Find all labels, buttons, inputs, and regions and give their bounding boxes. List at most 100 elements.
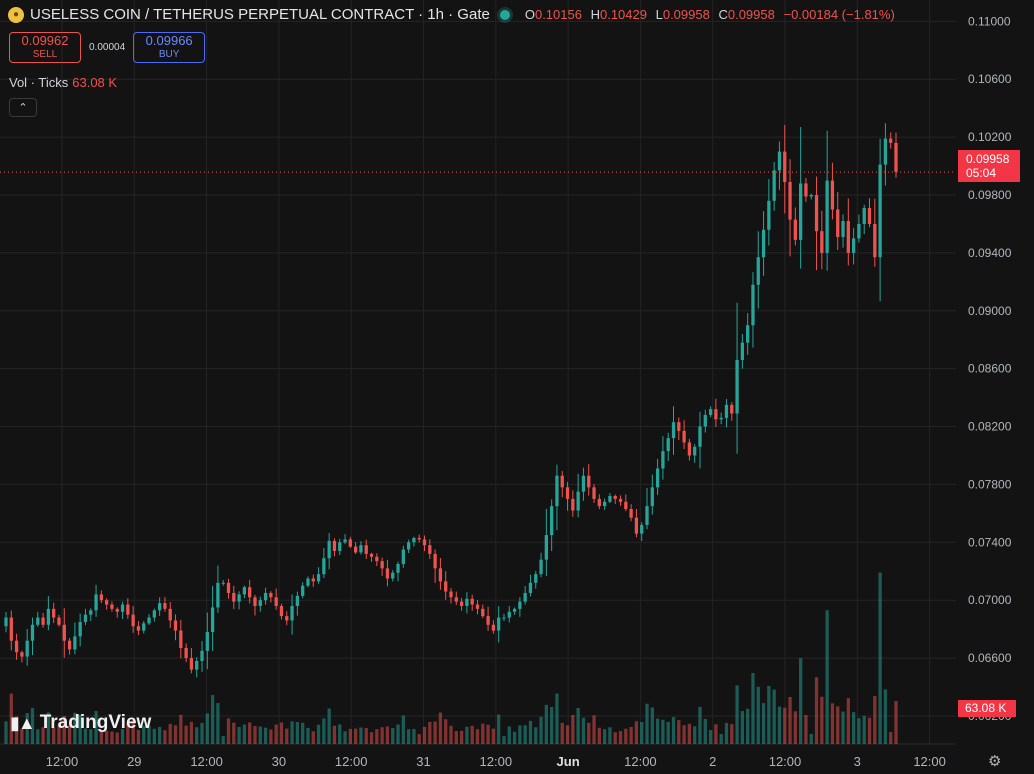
volume-bar [99, 730, 103, 744]
candle-body [30, 624, 35, 641]
volume-bar [401, 715, 405, 744]
candle-body [338, 542, 342, 551]
volume-bar [602, 729, 607, 744]
volume-bar [301, 722, 305, 744]
last-price: 0.09958 [966, 152, 1010, 166]
candle-body [444, 581, 448, 592]
volume-bar [46, 712, 51, 744]
time-axis-label: 12:00 [335, 754, 368, 769]
sell-button[interactable]: 0.09962 SELL [9, 32, 81, 63]
candle-body [120, 604, 125, 612]
volume-bar [481, 723, 485, 744]
volume-bar [359, 727, 363, 744]
candle-body [851, 238, 856, 253]
volume-bar [799, 658, 803, 744]
volume-bar [105, 731, 109, 744]
volume-bar [248, 722, 252, 744]
candle-body [200, 650, 204, 661]
volume-bar [497, 714, 501, 744]
price-axis-label: 0.07000 [968, 593, 1012, 607]
volume-bar [327, 708, 331, 744]
candle-body [221, 582, 225, 584]
volume-bar [857, 718, 861, 744]
candle-body [534, 574, 538, 583]
price-axis-label: 0.06600 [968, 651, 1012, 665]
candle-body [645, 506, 649, 525]
time-axis-label: 30 [272, 754, 286, 769]
candle-body [438, 568, 443, 582]
candle-body [565, 487, 570, 499]
candle-body [693, 446, 697, 456]
volume-bar [719, 734, 723, 744]
volume-bar [724, 722, 729, 744]
volume-bar [269, 729, 273, 744]
candle-body [687, 442, 692, 456]
volume-bar [396, 724, 400, 744]
time-axis-label: 29 [127, 754, 141, 769]
candle-body [650, 487, 654, 507]
candle-body [258, 600, 262, 606]
candle-body [459, 601, 464, 606]
candle-body [518, 601, 522, 609]
candle-body [52, 608, 56, 618]
candle-body [502, 617, 506, 619]
candle-body [36, 617, 40, 625]
volume-bar [767, 685, 771, 744]
symbol-title[interactable]: USELESS COIN / TETHERUS PERPETUAL CONTRA… [30, 6, 490, 23]
volume-bar [195, 727, 199, 744]
candle-body [168, 608, 172, 621]
candle-body [629, 509, 633, 518]
volume-bar [830, 703, 835, 744]
candle-body [406, 542, 411, 550]
volume-bar [889, 732, 893, 744]
candle-body [248, 587, 252, 598]
time-axis-label: 12:00 [480, 754, 513, 769]
volume-bar [433, 721, 437, 744]
buy-button[interactable]: 0.09966 BUY [133, 32, 206, 63]
volume-bar [883, 689, 888, 744]
candle-body [110, 604, 114, 609]
candle-body [841, 221, 845, 237]
chevron-up-icon[interactable]: ⌃ [9, 98, 37, 117]
volume-bar [136, 729, 141, 744]
volume-bar [210, 694, 215, 744]
volume-legend[interactable]: Vol · Ticks 63.08 K [9, 75, 117, 90]
volume-bar [560, 722, 564, 744]
chart-header: ● USELESS COIN / TETHERUS PERPETUAL CONT… [8, 6, 895, 23]
price-axis-label: 0.10200 [968, 130, 1012, 144]
candle-body [301, 585, 305, 596]
candle-body [242, 587, 247, 595]
volume-bar [666, 721, 670, 744]
volume-bar [788, 696, 792, 744]
candle-body [454, 597, 458, 602]
volume-bar [894, 701, 898, 744]
volume-bar [581, 717, 586, 744]
tradingview-logo[interactable]: ▮▲ TradingView [10, 712, 151, 734]
volume-bar [687, 723, 692, 744]
candle-body [226, 582, 231, 593]
candle-body [735, 359, 739, 414]
volume-bar [226, 718, 231, 744]
volume-bar [184, 725, 188, 744]
candle-body [544, 535, 548, 560]
candle-body [210, 607, 215, 633]
candle-body [147, 617, 151, 624]
candle-body [486, 616, 490, 625]
ohlc-readout: O0.10156 H0.10429 L0.09958 C0.09958 −0.0… [520, 7, 895, 22]
volume-bar [846, 698, 850, 744]
ohlc-high-value: 0.10429 [599, 7, 647, 22]
time-axis-label: 12:00 [913, 754, 946, 769]
volume-label: Vol · Ticks [9, 75, 69, 90]
candle-body [873, 223, 877, 258]
candle-body [746, 325, 750, 343]
volume-bar [216, 703, 220, 744]
volume-bar [354, 728, 358, 744]
gear-icon[interactable]: ⚙ [988, 753, 1002, 770]
volume-bar [73, 712, 77, 744]
candle-body [867, 208, 872, 224]
status-dot-icon [499, 9, 510, 20]
volume-bar [253, 726, 257, 744]
volume-bar [873, 695, 877, 744]
volume-bar [475, 729, 480, 744]
